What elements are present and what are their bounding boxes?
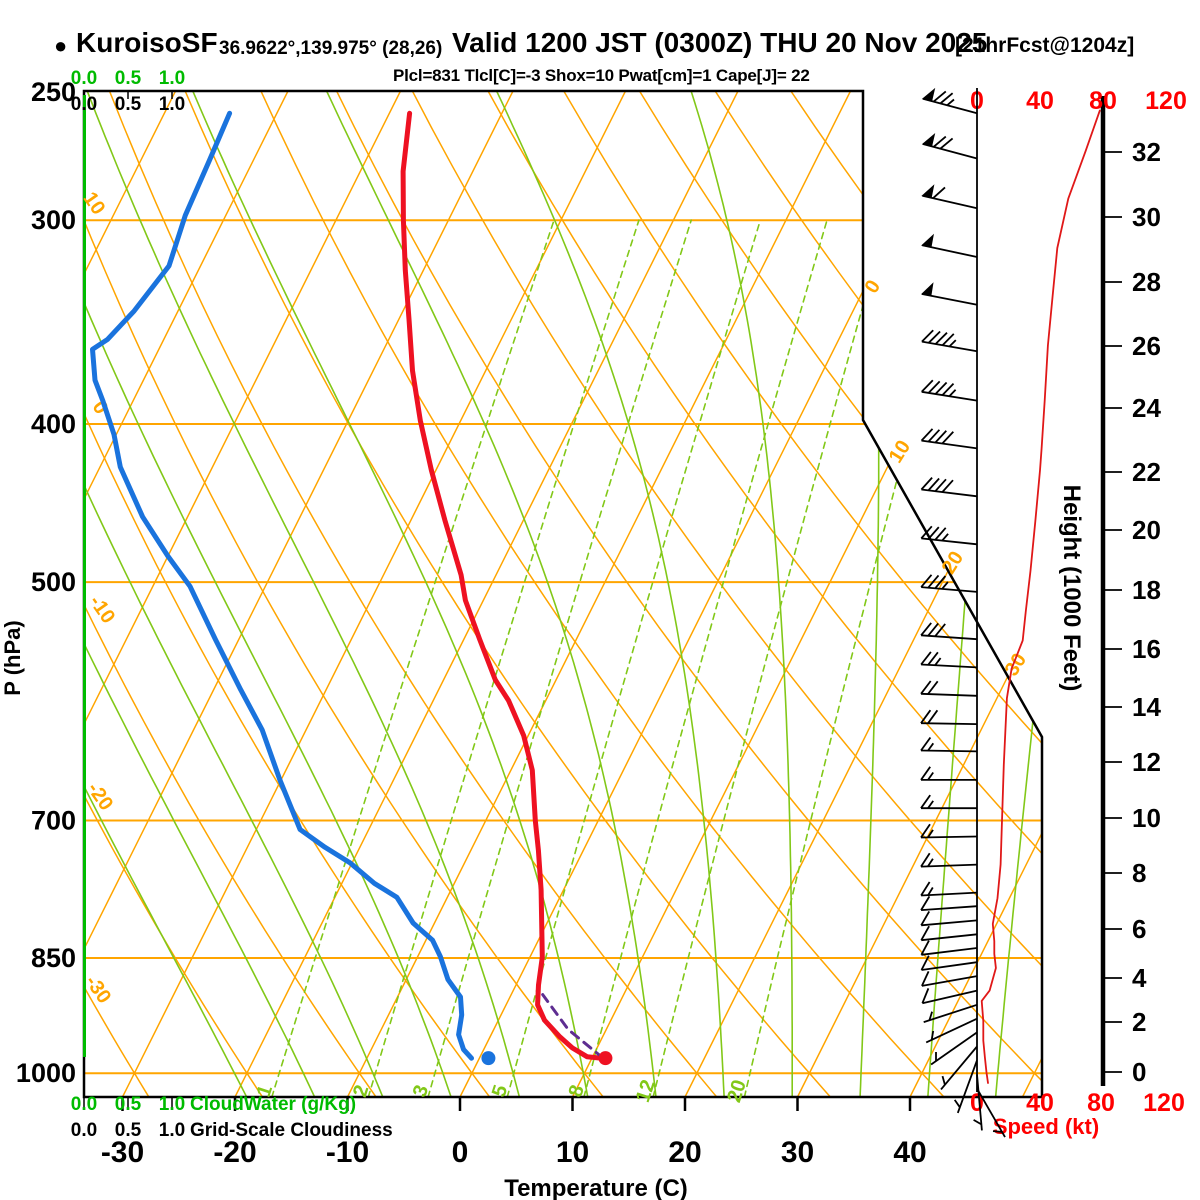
temperature-curve: [400, 110, 605, 1061]
isotherm-lines: [84, 91, 1042, 1097]
svg-text:120: 120: [1143, 1089, 1185, 1117]
surface-temperature-dot: [598, 1051, 613, 1066]
svg-text:120: 120: [1145, 87, 1187, 115]
temperature-axis: -30 -20 -10 0 10 20 30 40 Temperature (C): [101, 1136, 927, 1200]
parcel-path: [541, 993, 605, 1060]
mixing-ratio-lines: [267, 219, 967, 1097]
svg-text:12: 12: [1132, 747, 1161, 777]
svg-text:0: 0: [970, 1089, 984, 1117]
station-name: KuroisoSF: [76, 27, 218, 58]
svg-text:22: 22: [1132, 457, 1161, 487]
svg-text:Height (1000 Feet): Height (1000 Feet): [1058, 485, 1085, 692]
pressure-axis: 250 300 400 500 700 850 1000 P (hPa): [0, 77, 76, 1088]
svg-text:1000: 1000: [16, 1058, 76, 1088]
svg-text:14: 14: [1132, 692, 1161, 722]
svg-text:4: 4: [1132, 963, 1147, 993]
svg-text:10: 10: [1132, 803, 1161, 833]
svg-text:1.0: 1.0: [159, 94, 185, 115]
svg-text:-20: -20: [83, 778, 118, 814]
station-bullet-icon: ●: [54, 33, 68, 58]
svg-text:850: 850: [31, 943, 76, 973]
svg-text:1.0: 1.0: [159, 1120, 185, 1141]
svg-text:26: 26: [1132, 331, 1161, 361]
svg-text:0.0: 0.0: [71, 94, 97, 115]
svg-text:Temperature (C): Temperature (C): [504, 1175, 688, 1200]
speed-axis: 0 0 40 40 80 80 120 120 Speed (kt): [970, 87, 1187, 1139]
svg-text:Speed (kt): Speed (kt): [993, 1114, 1099, 1139]
plot-frame: [82, 89, 1044, 1111]
stability-indices: Plcl=831 Tlcl[C]=-3 Shox=10 Pwat[cm]=1 C…: [393, 66, 810, 85]
svg-text:6: 6: [1132, 914, 1146, 944]
svg-text:0: 0: [861, 276, 886, 297]
svg-text:0.5: 0.5: [115, 1094, 142, 1115]
svg-text:1.0: 1.0: [159, 1094, 185, 1115]
svg-text:Grid-Scale Cloudiness: Grid-Scale Cloudiness: [190, 1120, 393, 1141]
svg-text:1.0: 1.0: [159, 68, 185, 89]
svg-text:-30: -30: [101, 1136, 144, 1169]
svg-text:2: 2: [1132, 1007, 1146, 1037]
svg-text:0.0: 0.0: [71, 1094, 97, 1115]
svg-text:-10: -10: [85, 591, 120, 627]
svg-text:16: 16: [1132, 634, 1161, 664]
svg-text:0.5: 0.5: [115, 1120, 142, 1141]
svg-text:10: 10: [556, 1136, 589, 1169]
svg-text:20: 20: [1132, 515, 1161, 545]
isotherm-edge-labels: 0 10 20 30: [861, 276, 1032, 680]
svg-text:700: 700: [31, 805, 76, 835]
svg-text:40: 40: [893, 1136, 926, 1169]
svg-text:8: 8: [1132, 858, 1146, 888]
svg-text:20: 20: [668, 1136, 701, 1169]
svg-text:0.0: 0.0: [71, 1120, 97, 1141]
valid-time: Valid 1200 JST (0300Z) THU 20 Nov 2025: [452, 27, 988, 58]
isobar-lines: [84, 219, 1042, 1075]
svg-text:30: 30: [781, 1136, 814, 1169]
svg-text:30: 30: [1001, 650, 1031, 681]
svg-text:32: 32: [1132, 137, 1161, 167]
svg-text:P (hPa): P (hPa): [0, 620, 25, 695]
svg-text:300: 300: [31, 205, 76, 235]
svg-text:18: 18: [1132, 575, 1161, 605]
svg-text:20: 20: [723, 1077, 751, 1105]
svg-text:400: 400: [31, 409, 76, 439]
svg-text:80: 80: [1087, 1089, 1115, 1117]
svg-text:0: 0: [452, 1136, 469, 1169]
wind-speed-curve: [980, 109, 1101, 1084]
svg-text:0.0: 0.0: [71, 68, 97, 89]
svg-text:40: 40: [1026, 87, 1054, 115]
svg-text:CloudWater (g/Kg): CloudWater (g/Kg): [190, 1094, 356, 1115]
svg-text:10: 10: [885, 437, 915, 468]
svg-text:24: 24: [1132, 393, 1161, 423]
forecast-tag: [21hrFcst@1204z]: [955, 34, 1135, 57]
surface-dewpoint-dot: [481, 1051, 496, 1066]
svg-text:12: 12: [632, 1077, 660, 1105]
svg-text:28: 28: [1132, 267, 1161, 297]
dewpoint-curve: [90, 110, 474, 1061]
wind-barbs: [920, 87, 1006, 1138]
svg-text:80: 80: [1089, 87, 1117, 115]
cloud-scale-rows: 0.00.00.00.00.50.50.50.51.01.01.01.0Clou…: [71, 68, 393, 1141]
svg-text:250: 250: [31, 77, 76, 107]
svg-text:-10: -10: [326, 1136, 369, 1169]
svg-text:-20: -20: [213, 1136, 256, 1169]
svg-text:0: 0: [1132, 1057, 1146, 1087]
svg-text:0.5: 0.5: [115, 94, 142, 115]
svg-text:0.5: 0.5: [115, 68, 142, 89]
svg-text:20: 20: [938, 548, 968, 579]
svg-text:40: 40: [1026, 1089, 1054, 1117]
station-coordinates: 36.9622°,139.975° (28,26): [219, 38, 443, 59]
svg-text:500: 500: [31, 567, 76, 597]
svg-text:30: 30: [1132, 202, 1161, 232]
